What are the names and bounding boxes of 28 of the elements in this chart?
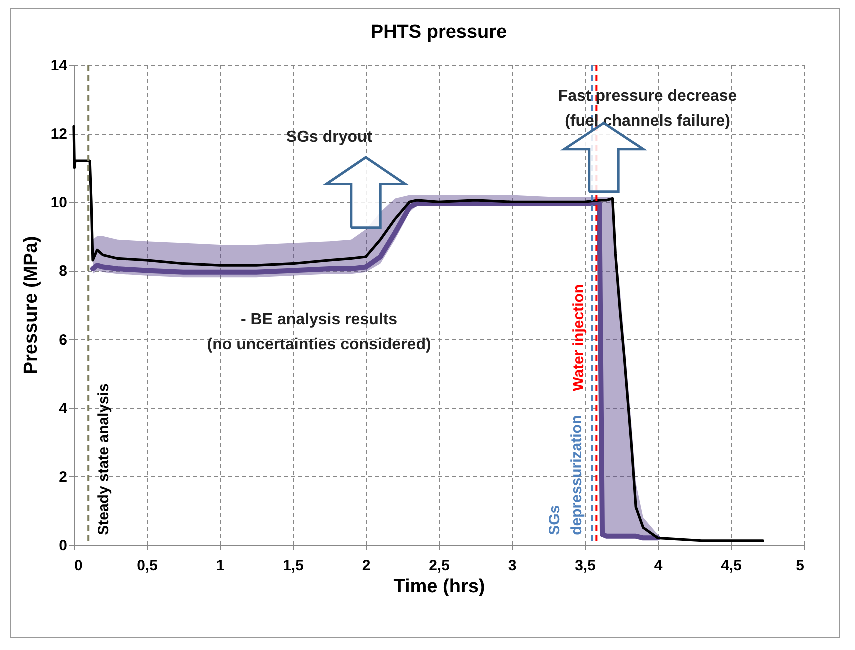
x-tick-label: 3,5 (575, 558, 596, 574)
y-tick-label: 4 (59, 400, 68, 418)
ref-line-label: Water injection (570, 284, 588, 392)
y-tick-label: 12 (50, 126, 68, 144)
x-tick-label: 0,5 (137, 558, 158, 574)
x-tick-label: 1 (216, 558, 225, 574)
ref-line-label: SGs depressurization (546, 415, 586, 536)
x-tick-label: 4,5 (721, 558, 742, 574)
x-tick-label: 0 (74, 558, 83, 574)
y-tick-label: 2 (59, 468, 68, 486)
y-tick-label: 10 (50, 194, 68, 212)
ref-line-label: Steady state analysis (96, 384, 113, 536)
y-tick-label: 0 (59, 538, 68, 554)
x-tick-label: 4 (654, 558, 664, 574)
y-tick-label: 14 (50, 58, 68, 74)
annotation: - BE analysis results (no uncertainties considered) (207, 311, 432, 354)
y-axis-title: Pressure (MPa) (20, 236, 42, 375)
x-tick-label: 2,5 (429, 558, 450, 574)
chart-title: PHTS pressure (370, 22, 508, 43)
x-axis-title: Time (hrs) (394, 576, 486, 598)
annotation: Fast pressure decrease (fuel channels failure) (558, 88, 738, 130)
x-tick-label: 3 (508, 558, 517, 574)
x-tick-label: 5 (796, 558, 804, 574)
annotation: SGs dryout (286, 129, 374, 146)
x-tick-label: 2 (362, 558, 371, 574)
y-tick-label: 8 (59, 263, 68, 280)
x-tick-label: 1,5 (283, 558, 304, 574)
y-tick-label: 6 (59, 332, 68, 349)
